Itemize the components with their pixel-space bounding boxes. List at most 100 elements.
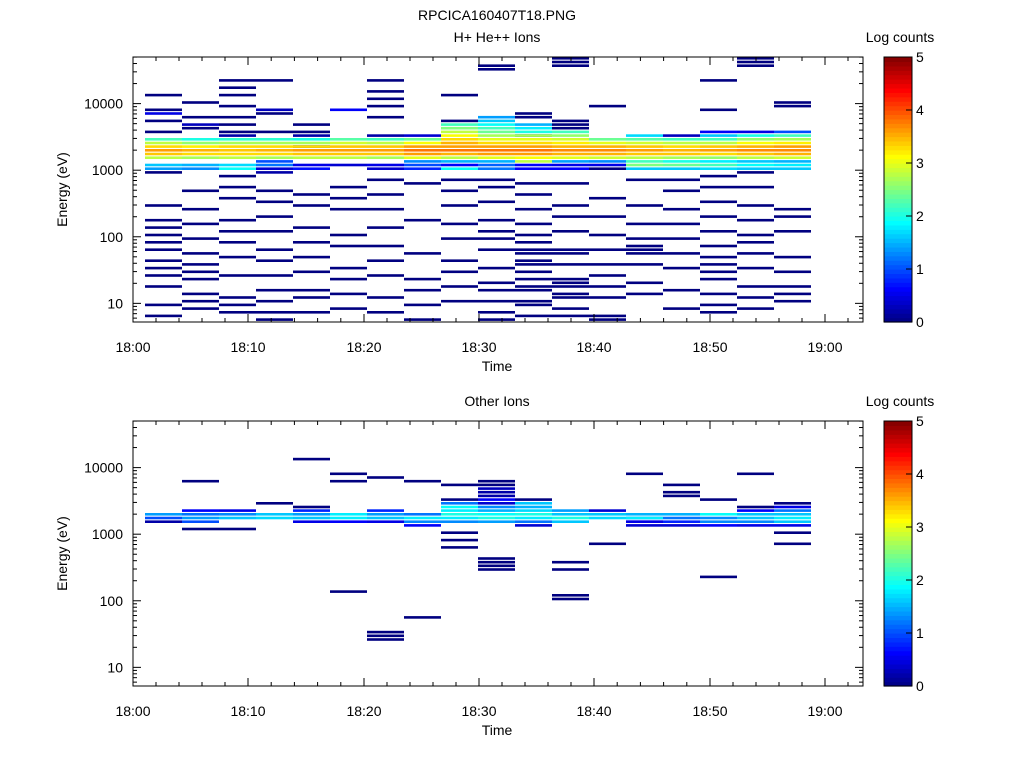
heatmap-cell xyxy=(330,516,367,520)
heatmap-cell xyxy=(145,145,182,148)
heatmap-cell xyxy=(737,520,774,523)
colorbar-tick-label: 4 xyxy=(916,466,924,482)
heatmap-cell xyxy=(330,138,367,141)
colorbar-segment xyxy=(884,224,912,230)
heatmap-cell xyxy=(256,516,293,520)
heatmap-cell xyxy=(441,509,478,512)
colorbar-segment xyxy=(884,482,912,488)
heatmap-cell xyxy=(626,138,663,141)
heatmap-cell xyxy=(737,524,774,527)
heatmap-cell xyxy=(330,108,367,112)
heatmap-cell xyxy=(219,527,256,531)
x-tick-label: 18:40 xyxy=(576,339,611,355)
heatmap-cell xyxy=(219,185,256,189)
heatmap-cell xyxy=(515,156,552,159)
colorbar-segment xyxy=(884,185,912,191)
heatmap-cell xyxy=(145,233,182,237)
colorbar-segment xyxy=(884,65,912,71)
heatmap-cell xyxy=(256,311,293,314)
heatmap-cell xyxy=(367,638,404,641)
heatmap-cell xyxy=(700,79,737,82)
heatmap-cell xyxy=(552,182,589,185)
heatmap-cell xyxy=(478,119,515,123)
heatmap-cell xyxy=(552,509,589,512)
heatmap-cell xyxy=(589,138,626,141)
heatmap-cell xyxy=(441,178,478,182)
colorbar-segment xyxy=(884,220,912,226)
colorbar-segment xyxy=(884,282,912,288)
heatmap-cell xyxy=(589,274,626,277)
heatmap-cell xyxy=(589,145,626,148)
heatmap-cell xyxy=(441,138,478,141)
heatmap-cell xyxy=(700,200,737,204)
heatmap-cell xyxy=(145,314,182,318)
heatmap-cell xyxy=(700,303,737,307)
x-tick-label: 18:30 xyxy=(461,339,496,355)
colorbar-segment xyxy=(884,207,912,213)
heatmap-cell xyxy=(515,252,552,255)
heatmap-cell xyxy=(515,299,552,303)
heatmap-cell xyxy=(737,252,774,255)
heatmap-cell xyxy=(552,248,589,251)
heatmap-cell xyxy=(737,60,774,64)
heatmap-cell xyxy=(515,516,552,520)
heatmap-cell xyxy=(552,277,589,281)
heatmap-cell xyxy=(515,233,552,237)
heatmap-cell xyxy=(256,189,293,193)
heatmap-cell xyxy=(589,196,626,200)
heatmap-cell xyxy=(404,160,441,163)
heatmap-cell xyxy=(367,152,404,156)
heatmap-cell xyxy=(700,141,737,145)
heatmap-cell xyxy=(256,288,293,292)
heatmap-cell xyxy=(404,277,441,281)
heatmap-cell xyxy=(367,516,404,520)
colorbar-tick-label: 5 xyxy=(916,413,924,429)
heatmap-cell xyxy=(478,138,515,141)
colorbar-segment xyxy=(884,189,912,195)
colorbar-segment xyxy=(884,295,912,301)
heatmap-cell xyxy=(700,149,737,152)
heatmap-cell xyxy=(367,97,404,101)
colorbar-segment xyxy=(884,518,912,524)
heatmap-cell xyxy=(663,207,700,211)
heatmap-cell xyxy=(293,156,330,159)
heatmap-cell xyxy=(182,252,219,255)
colorbar-segment xyxy=(884,87,912,93)
colorbar-segment xyxy=(884,527,912,533)
heatmap-cell xyxy=(145,303,182,307)
x-tick-label: 18:20 xyxy=(346,703,381,719)
colorbar-segment xyxy=(884,469,912,475)
colorbar-segment xyxy=(884,304,912,310)
colorbar-segment xyxy=(884,299,912,305)
heatmap-cell xyxy=(330,520,367,523)
heatmap-cell xyxy=(367,178,404,182)
heatmap-cell xyxy=(478,230,515,233)
heatmap-cell xyxy=(182,307,219,310)
heatmap-cell xyxy=(182,189,219,193)
colorbar-segment xyxy=(884,474,912,480)
heatmap-cell xyxy=(478,502,515,505)
heatmap-cell xyxy=(515,130,552,134)
heatmap-cell xyxy=(145,204,182,207)
x-tick-label: 18:30 xyxy=(461,703,496,719)
heatmap-cell xyxy=(515,163,552,167)
heatmap-cell xyxy=(552,560,589,564)
heatmap-cell xyxy=(515,152,552,156)
heatmap-cell xyxy=(219,145,256,148)
heatmap-cell xyxy=(515,502,552,505)
plot-frame xyxy=(132,420,864,687)
heatmap-cell xyxy=(330,277,367,281)
colorbar-segment xyxy=(884,233,912,239)
heatmap-cell xyxy=(515,505,552,509)
colorbar-segment xyxy=(884,308,912,314)
heatmap-cell xyxy=(182,520,219,523)
heatmap-cell xyxy=(330,196,367,200)
colorbar-segment xyxy=(884,540,912,546)
colorbar-segment xyxy=(884,513,912,519)
heatmap-cell xyxy=(404,516,441,520)
heatmap-cell xyxy=(367,115,404,119)
heatmap-cell xyxy=(552,119,589,123)
heatmap-cell xyxy=(700,130,737,134)
colorbar-segment xyxy=(884,83,912,89)
